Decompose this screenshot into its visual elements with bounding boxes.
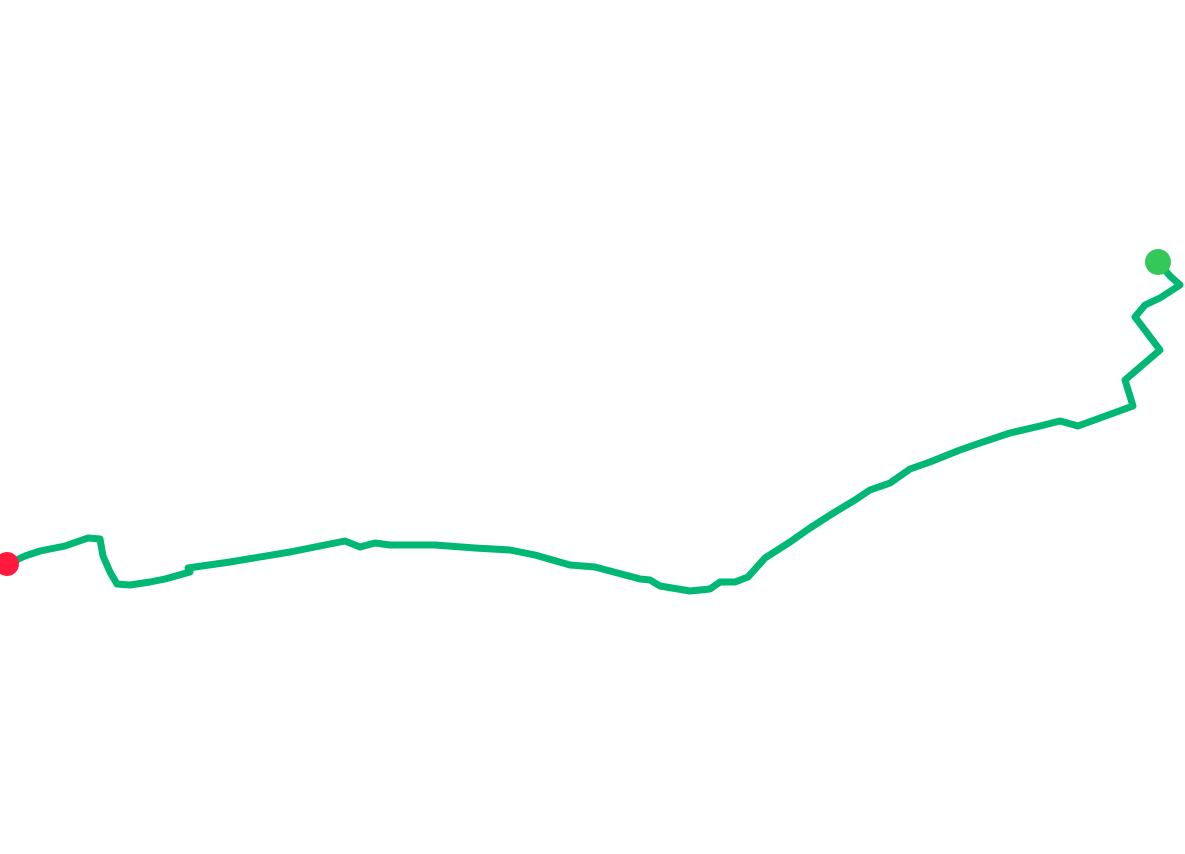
end-marker-icon[interactable] — [0, 552, 19, 576]
start-marker-icon[interactable] — [1145, 249, 1171, 275]
route-track — [4, 258, 1184, 595]
